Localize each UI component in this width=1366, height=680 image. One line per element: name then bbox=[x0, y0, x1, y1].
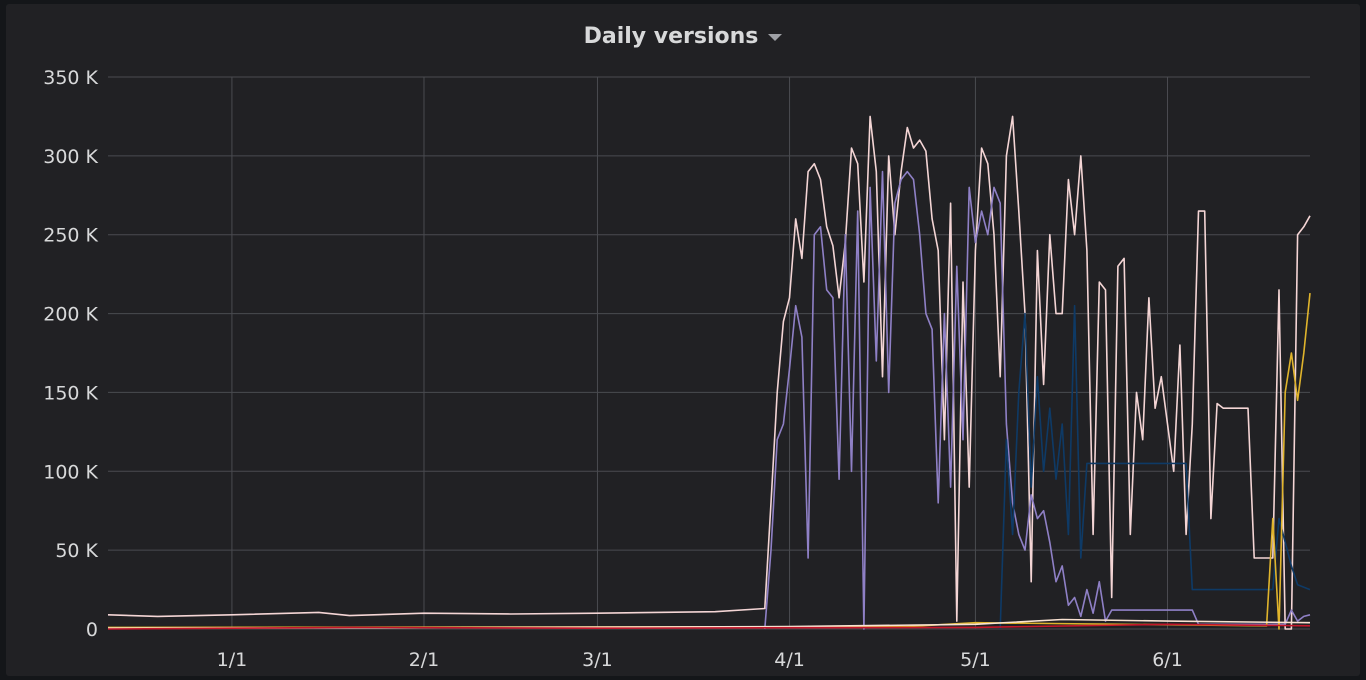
chevron-down-icon[interactable] bbox=[768, 34, 783, 41]
grid-lines bbox=[108, 76, 1310, 630]
series-line-6[interactable] bbox=[107, 623, 1311, 630]
x-tick-label: 4/1 bbox=[774, 649, 805, 671]
y-tick-label: 0 bbox=[86, 619, 98, 641]
series-line-4[interactable] bbox=[107, 293, 1311, 630]
y-tick-label: 300 K bbox=[43, 146, 98, 168]
y-tick-label: 100 K bbox=[43, 461, 98, 483]
y-tick-label: 50 K bbox=[55, 540, 98, 562]
panel-title-menu[interactable]: Daily versions bbox=[584, 24, 783, 49]
x-tick-label: 1/1 bbox=[217, 649, 248, 671]
y-tick-label: 150 K bbox=[43, 382, 98, 404]
y-tick-label: 200 K bbox=[43, 304, 98, 326]
series-line-2[interactable] bbox=[764, 170, 1311, 630]
panel-title: Daily versions bbox=[583, 23, 759, 49]
y-tick-label: 350 K bbox=[43, 67, 98, 89]
x-tick-label: 6/1 bbox=[1152, 649, 1183, 671]
x-axis-ticks: 1/1 2/1 3/1 4/1 5/1 6/1 bbox=[217, 649, 1183, 671]
series-line-1[interactable] bbox=[107, 115, 1311, 630]
x-tick-label: 2/1 bbox=[409, 649, 440, 671]
panel-header: Daily versions bbox=[6, 18, 1360, 54]
y-axis-ticks: 0 50 K 100 K 150 K 200 K 250 K 300 K 350 K bbox=[43, 67, 98, 641]
series-lines bbox=[107, 115, 1311, 630]
x-tick-label: 3/1 bbox=[582, 649, 613, 671]
x-tick-label: 5/1 bbox=[960, 649, 991, 671]
series-line-3[interactable] bbox=[999, 304, 1311, 630]
y-tick-label: 250 K bbox=[43, 225, 98, 247]
